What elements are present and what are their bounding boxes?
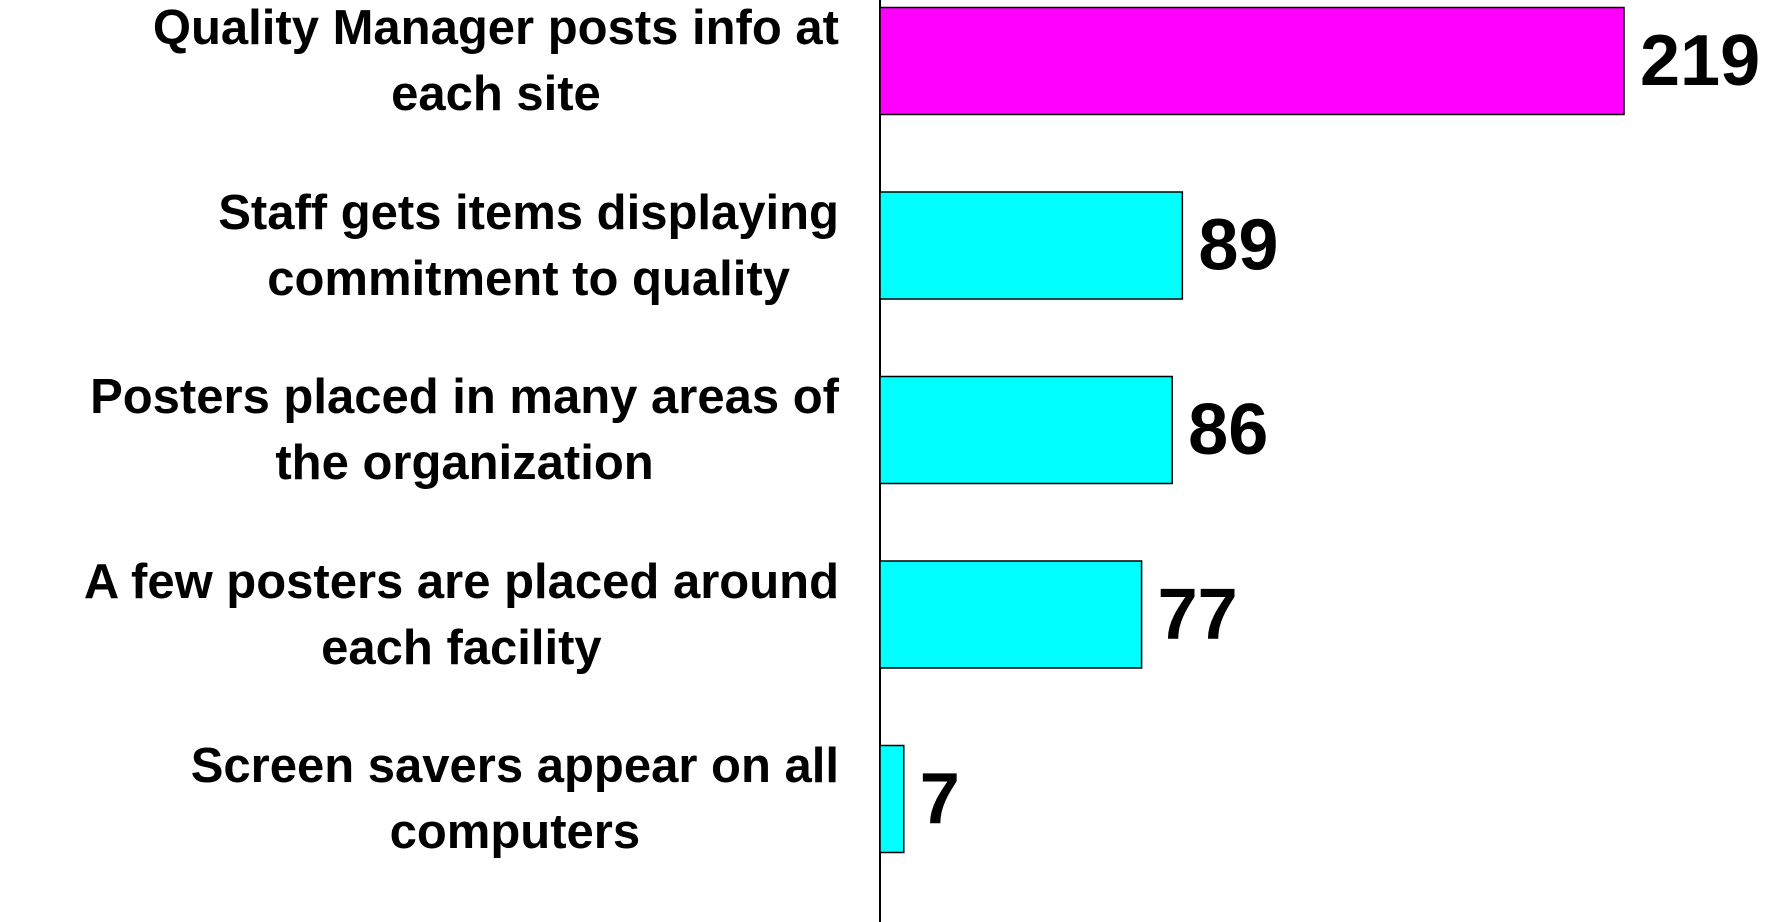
category-label: Posters placed in many areas of the orga… [90, 370, 839, 490]
bar [879, 560, 1143, 669]
value-label: 86 [1188, 390, 1268, 470]
category-label: Quality Manager posts info at each site [152, 1, 839, 121]
bar [879, 375, 1173, 485]
category-label: Screen savers appear on all computers [190, 739, 839, 859]
value-label: 89 [1198, 206, 1278, 286]
value-label: 219 [1640, 21, 1760, 101]
bar [879, 744, 905, 854]
bar [879, 6, 1625, 116]
bar [879, 191, 1184, 300]
category-label: A few posters are placed around each fac… [83, 554, 839, 675]
value-label: 7 [920, 759, 960, 839]
category-label: Staff gets items displaying commitment t… [218, 185, 839, 306]
value-label: 77 [1158, 575, 1238, 655]
